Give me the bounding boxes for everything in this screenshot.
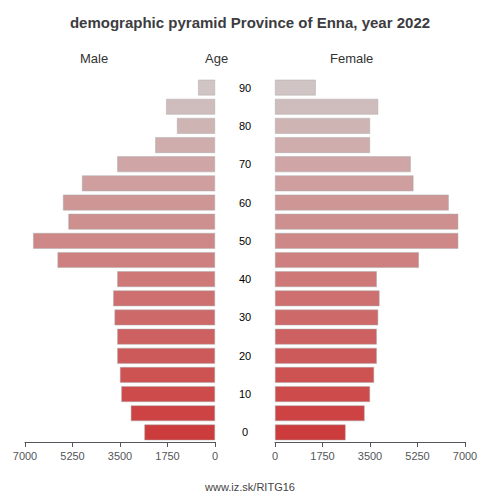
- svg-text:1750: 1750: [310, 450, 334, 462]
- svg-text:60: 60: [239, 197, 251, 209]
- svg-text:3500: 3500: [358, 450, 382, 462]
- svg-text:90: 90: [239, 82, 251, 94]
- svg-text:Age: Age: [205, 51, 228, 66]
- svg-text:5250: 5250: [405, 450, 429, 462]
- svg-text:30: 30: [239, 311, 251, 323]
- svg-text:20: 20: [239, 350, 251, 362]
- svg-text:1750: 1750: [155, 450, 179, 462]
- svg-text:50: 50: [239, 235, 251, 247]
- svg-text:70: 70: [239, 158, 251, 170]
- svg-text:Male: Male: [80, 51, 108, 66]
- svg-text:10: 10: [239, 388, 251, 400]
- svg-text:0: 0: [272, 450, 278, 462]
- svg-text:7000: 7000: [13, 450, 37, 462]
- svg-text:3500: 3500: [108, 450, 132, 462]
- svg-text:80: 80: [239, 120, 251, 132]
- svg-text:40: 40: [239, 273, 251, 285]
- svg-text:5250: 5250: [60, 450, 84, 462]
- svg-text:Female: Female: [330, 51, 373, 66]
- svg-text:demographic pyramid Province o: demographic pyramid Province of Enna, ye…: [70, 14, 430, 31]
- svg-text:0: 0: [242, 426, 248, 438]
- svg-text:0: 0: [212, 450, 218, 462]
- svg-text:7000: 7000: [453, 450, 477, 462]
- svg-text:www.iz.sk/RITG16: www.iz.sk/RITG16: [204, 481, 295, 493]
